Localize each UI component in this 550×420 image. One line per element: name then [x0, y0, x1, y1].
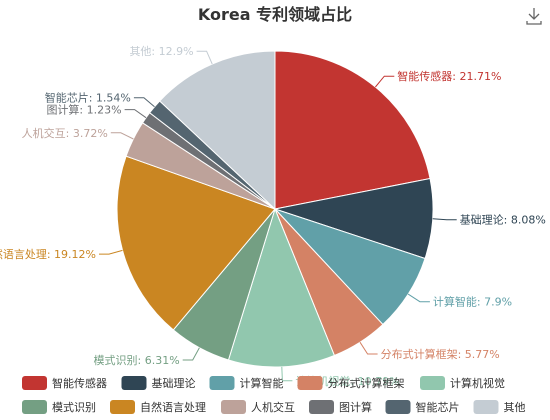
callout-line-5 [182, 347, 200, 361]
legend-swatch [22, 376, 47, 390]
slice-label-7: 人机交互: 3.72% [22, 126, 108, 140]
slice-label-3: 分布式计算框架: 5.77% [381, 347, 500, 361]
legend-item-自然语言处理[interactable]: 自然语言处理 [110, 400, 206, 414]
legend-item-智能传感器[interactable]: 智能传感器 [22, 376, 107, 390]
slice-label-6: 自然语言处理: 19.12% [0, 247, 96, 261]
legend-label: 自然语言处理 [140, 400, 206, 414]
legend-swatch [121, 376, 147, 390]
legend-item-其他[interactable]: 其他 [473, 400, 526, 414]
legend-swatch [309, 400, 334, 414]
pie-slices [116, 50, 434, 368]
legend-item-计算智能[interactable]: 计算智能 [209, 376, 284, 390]
callout-line-4 [281, 366, 293, 382]
callout-line-6 [99, 249, 123, 255]
legend-label: 计算机视觉 [450, 376, 505, 390]
pie-slice-10[interactable] [158, 50, 276, 211]
slice-label-1: 基础理论: 8.08% [460, 213, 546, 227]
legend-swatch [420, 376, 445, 390]
legend-swatch [297, 376, 323, 390]
legend-item-图计算[interactable]: 图计算 [309, 400, 372, 414]
legend-label: 模式识别 [52, 401, 96, 414]
chart-title: Korea 专利领域占比 [198, 5, 352, 24]
callout-line-3 [359, 341, 378, 355]
legend-label: 计算智能 [240, 376, 284, 390]
legend-label: 图计算 [339, 400, 372, 414]
legend-swatch [209, 376, 235, 390]
slice-label-0: 智能传感器: 21.71% [397, 69, 501, 83]
legend-label: 人机交互 [251, 400, 295, 414]
legend-label: 基础理论 [152, 376, 196, 390]
callout-line-7 [110, 132, 134, 140]
slice-label-5: 模式识别: 6.31% [94, 354, 180, 367]
callout-line-8 [124, 109, 147, 119]
callout-line-9 [133, 97, 155, 108]
pie-callouts: 智能传感器: 21.71% 基础理论: 8.08% 计算智能: 7.9% 分布式计算框… [0, 45, 546, 388]
legend-label: 分布式计算框架 [328, 376, 405, 390]
pie-slice-6[interactable] [116, 155, 276, 331]
callout-line-10 [196, 50, 213, 65]
legend-item-模式识别[interactable]: 模式识别 [22, 400, 96, 414]
slice-label-9: 智能芯片: 1.54% [45, 91, 131, 105]
legend-swatch [385, 400, 411, 414]
legend-item-计算机视觉[interactable]: 计算机视觉 [420, 376, 505, 390]
legend-label: 智能传感器 [52, 376, 107, 390]
callout-line-2 [407, 293, 430, 303]
download-icon[interactable] [526, 8, 542, 25]
legend-label: 智能芯片 [416, 400, 460, 414]
legend-item-基础理论[interactable]: 基础理论 [121, 376, 196, 390]
legend-swatch [110, 400, 135, 414]
legend-swatch [221, 400, 246, 414]
legend-item-分布式计算框架[interactable]: 分布式计算框架 [297, 376, 405, 390]
legend-label: 其他 [504, 401, 526, 414]
legend-item-智能芯片[interactable]: 智能芯片 [385, 400, 460, 414]
legend-swatch [473, 400, 499, 414]
callout-line-0 [375, 75, 395, 88]
pie-slice-4[interactable] [227, 207, 336, 368]
slice-label-10: 其他: 12.9% [129, 45, 193, 58]
legend-item-人机交互[interactable]: 人机交互 [221, 400, 295, 414]
legend-swatch [22, 400, 47, 414]
pie-slice-0[interactable] [274, 50, 431, 210]
slice-label-2: 计算智能: 7.9% [433, 295, 512, 309]
slice-label-8: 图计算: 1.23% [46, 103, 121, 117]
callout-line-1 [432, 218, 457, 221]
